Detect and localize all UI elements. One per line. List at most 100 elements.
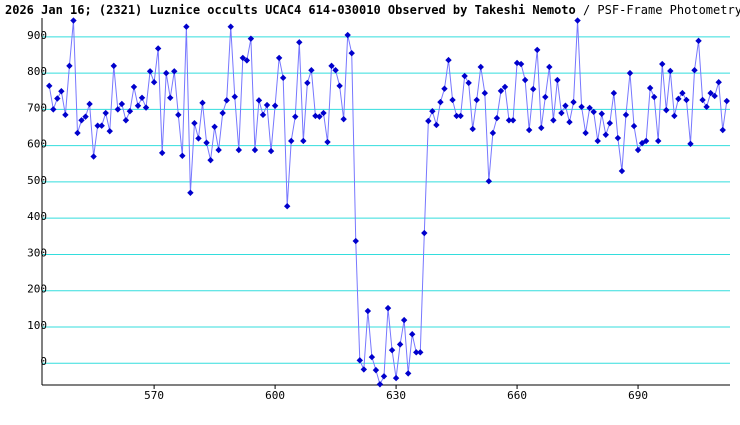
data-point (372, 366, 380, 374)
data-point (473, 96, 480, 104)
data-point (558, 109, 565, 117)
y-tick-label: 800 (27, 65, 47, 78)
data-point (90, 153, 97, 160)
data-point (388, 346, 396, 354)
data-point (352, 237, 359, 245)
y-tick-label: 700 (27, 101, 47, 114)
data-point (150, 78, 158, 86)
data-point (417, 349, 424, 356)
data-point (247, 35, 255, 42)
data-point (78, 117, 85, 124)
data-point (98, 122, 105, 129)
data-point (203, 139, 210, 146)
data-point (138, 94, 146, 101)
data-point (671, 112, 678, 120)
data-point (191, 119, 198, 127)
y-tick-label: 100 (27, 319, 47, 332)
data-point (118, 100, 126, 108)
data-point (110, 62, 117, 70)
data-point (646, 84, 654, 92)
data-point (590, 108, 597, 116)
y-tick-label: 300 (27, 246, 47, 259)
data-point (566, 118, 573, 126)
data-point (469, 125, 476, 133)
data-point (324, 138, 331, 146)
data-point (235, 146, 243, 154)
data-point (283, 203, 291, 210)
data-point (554, 76, 561, 84)
data-point (719, 126, 726, 134)
data-point (441, 85, 448, 92)
data-point (614, 134, 622, 142)
data-point (142, 104, 150, 111)
data-point (106, 127, 113, 135)
data-point (300, 137, 307, 145)
data-point (396, 341, 404, 348)
data-point (513, 59, 521, 67)
data-point (215, 146, 222, 154)
data-point (344, 31, 351, 39)
data-point (445, 56, 452, 64)
data-point (449, 96, 456, 104)
data-point (122, 117, 130, 124)
data-point (465, 79, 472, 87)
data-point (489, 129, 497, 137)
chart-subtitle: / PSF-Frame Photometry / (583, 3, 740, 17)
data-point (304, 79, 311, 87)
data-point (642, 137, 650, 145)
data-point (154, 45, 162, 52)
data-point (517, 60, 525, 68)
data-point (54, 95, 61, 102)
data-point (340, 115, 347, 123)
data-point (723, 97, 730, 105)
data-point (320, 109, 327, 117)
data-point (400, 316, 408, 324)
data-point (404, 370, 412, 377)
data-point (82, 113, 89, 120)
data-point (437, 98, 444, 106)
data-point (659, 60, 666, 68)
data-point (497, 87, 505, 95)
chart-title-group: 2026 Jan 16; (2321) Luznice occults UCAC… (5, 3, 740, 17)
data-point (126, 108, 134, 115)
data-point (94, 122, 101, 129)
data-point (699, 96, 706, 104)
data-point (433, 121, 440, 129)
data-point (368, 353, 376, 361)
data-point (171, 68, 178, 75)
data-point (570, 98, 577, 106)
data-point (211, 123, 218, 130)
data-point (296, 39, 303, 46)
data-point (231, 93, 238, 100)
data-point (606, 119, 614, 127)
data-point (332, 67, 339, 74)
data-point (457, 112, 464, 120)
data-point (158, 149, 166, 157)
data-point (711, 92, 718, 100)
data-point (477, 63, 484, 71)
data-point (634, 146, 642, 154)
data-point (187, 189, 194, 196)
data-point (715, 78, 722, 86)
data-point (62, 111, 69, 119)
data-point (481, 89, 489, 97)
x-tick-label: 690 (628, 389, 648, 402)
x-tick-label: 630 (386, 389, 406, 402)
data-point (493, 114, 501, 122)
data-point (529, 85, 537, 93)
data-point (501, 83, 509, 91)
data-point (328, 62, 335, 70)
data-point (58, 88, 65, 95)
data-point (114, 106, 122, 113)
data-point (267, 147, 275, 155)
y-tick-label: 200 (27, 283, 47, 296)
data-point (288, 137, 295, 145)
data-point (650, 93, 658, 101)
data-point (598, 110, 605, 117)
x-tick-label: 570 (144, 389, 164, 402)
data-point (691, 67, 698, 74)
data-point (663, 106, 670, 114)
data-point (546, 63, 553, 71)
data-point (199, 99, 206, 107)
